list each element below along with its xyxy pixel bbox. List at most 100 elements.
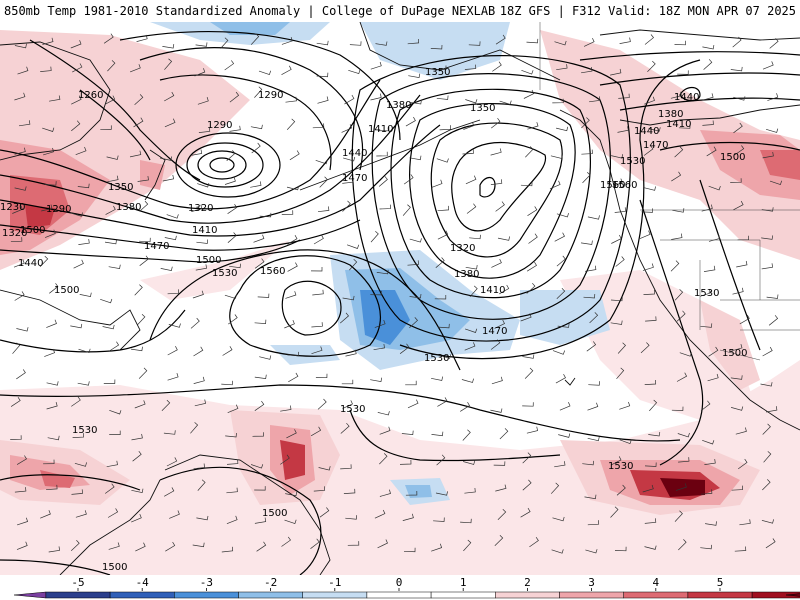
wind-barb bbox=[469, 234, 481, 240]
wind-barb bbox=[12, 342, 21, 354]
map-title: 850mb Temp 1981-2010 Standardized Anomal… bbox=[4, 4, 496, 18]
wind-barb bbox=[494, 534, 504, 546]
wind-barb bbox=[497, 236, 510, 241]
wind-barbs bbox=[10, 33, 783, 554]
wind-barb bbox=[463, 460, 476, 465]
wind-barb bbox=[699, 288, 711, 297]
wind-barb bbox=[310, 267, 323, 272]
wind-barb bbox=[342, 295, 355, 301]
wind-barb bbox=[706, 146, 717, 157]
wind-barb bbox=[589, 96, 601, 103]
wind-barb bbox=[103, 379, 116, 384]
contour-label: 1230 bbox=[0, 202, 25, 213]
wind-barb bbox=[72, 63, 83, 73]
wind-barb bbox=[528, 233, 538, 244]
wind-barb bbox=[312, 123, 325, 129]
wind-barb bbox=[377, 126, 390, 132]
wind-barb bbox=[644, 96, 655, 105]
contour-label: 1470 bbox=[643, 140, 668, 151]
wind-barb bbox=[499, 284, 510, 295]
wind-barb bbox=[164, 91, 175, 102]
wind-barb bbox=[226, 459, 239, 465]
wind-barb bbox=[78, 348, 91, 354]
wind-barb bbox=[465, 265, 478, 270]
wind-barb bbox=[311, 322, 323, 328]
wind-barb bbox=[559, 402, 571, 411]
wind-barb bbox=[679, 352, 692, 357]
wind-barb bbox=[671, 406, 684, 411]
wind-barb bbox=[671, 171, 682, 182]
contour-label: 1380 bbox=[454, 269, 479, 280]
colorbar-segment bbox=[238, 591, 303, 599]
wind-barb bbox=[40, 510, 51, 519]
contour-label: 1410 bbox=[192, 225, 217, 236]
wind-barb bbox=[495, 201, 505, 212]
wind-barb bbox=[102, 324, 115, 330]
wind-barb bbox=[677, 70, 689, 75]
contour-label: 1500 bbox=[54, 285, 79, 296]
wind-barb bbox=[162, 44, 175, 49]
wind-barb bbox=[161, 399, 171, 411]
wind-barb bbox=[288, 372, 299, 383]
wind-barb bbox=[16, 369, 26, 380]
wind-barb bbox=[370, 93, 382, 101]
wind-barb bbox=[319, 176, 328, 188]
wind-barb bbox=[493, 461, 506, 466]
wind-barb bbox=[227, 404, 239, 414]
wind-barb bbox=[674, 289, 684, 301]
wind-barb bbox=[10, 237, 23, 243]
wind-barb bbox=[733, 96, 746, 101]
colorbar-tick-label: 0 bbox=[396, 576, 403, 589]
contour-label: 1500 bbox=[102, 562, 127, 573]
contour-label: 1500 bbox=[196, 255, 221, 266]
wind-barb bbox=[254, 400, 265, 411]
wind-barb bbox=[734, 145, 745, 156]
wind-barb bbox=[108, 264, 121, 270]
wind-barb bbox=[287, 351, 300, 357]
wind-barb bbox=[284, 519, 297, 525]
wind-barb bbox=[342, 400, 353, 409]
wind-barb bbox=[644, 34, 654, 45]
wind-barb bbox=[520, 507, 531, 518]
wind-barb bbox=[587, 402, 599, 411]
wind-barb bbox=[585, 265, 597, 272]
wind-barb bbox=[643, 186, 656, 191]
wind-barb bbox=[761, 263, 773, 270]
wind-barb bbox=[100, 298, 113, 304]
wind-barb bbox=[731, 344, 743, 352]
wind-barb bbox=[192, 542, 205, 548]
wind-barb bbox=[642, 263, 654, 271]
wind-barb bbox=[164, 58, 173, 70]
wind-barb bbox=[733, 122, 743, 134]
wind-barb bbox=[195, 42, 208, 47]
wind-barb bbox=[250, 181, 262, 188]
wind-barb bbox=[43, 459, 55, 465]
contour-label: 1530 bbox=[212, 268, 237, 279]
wind-barb bbox=[339, 312, 349, 324]
wind-barb bbox=[229, 91, 240, 103]
wind-barb bbox=[767, 93, 779, 101]
wind-barb bbox=[311, 346, 323, 355]
wind-barb bbox=[194, 399, 207, 407]
wind-barb bbox=[616, 484, 626, 496]
wind-barb bbox=[100, 125, 112, 130]
wind-barb bbox=[707, 373, 719, 382]
wind-barb bbox=[254, 486, 266, 491]
wind-barb bbox=[77, 183, 90, 189]
wind-barb bbox=[616, 367, 625, 380]
wind-barb bbox=[370, 290, 382, 296]
colorbar-tick-label: 4 bbox=[652, 576, 659, 589]
wind-barb bbox=[134, 400, 146, 409]
header-bar: 850mb Temp 1981-2010 Standardized Anomal… bbox=[0, 0, 800, 22]
wind-barb bbox=[49, 95, 61, 102]
wind-barb bbox=[224, 60, 235, 71]
wind-barb bbox=[437, 205, 449, 212]
wind-barb bbox=[612, 178, 623, 188]
colorbar-segment bbox=[302, 591, 368, 599]
wind-barb bbox=[468, 41, 481, 46]
wind-barb bbox=[166, 214, 179, 219]
contour-label: 1290 bbox=[258, 90, 283, 101]
wind-barb bbox=[317, 398, 327, 410]
wind-barb bbox=[14, 487, 27, 493]
